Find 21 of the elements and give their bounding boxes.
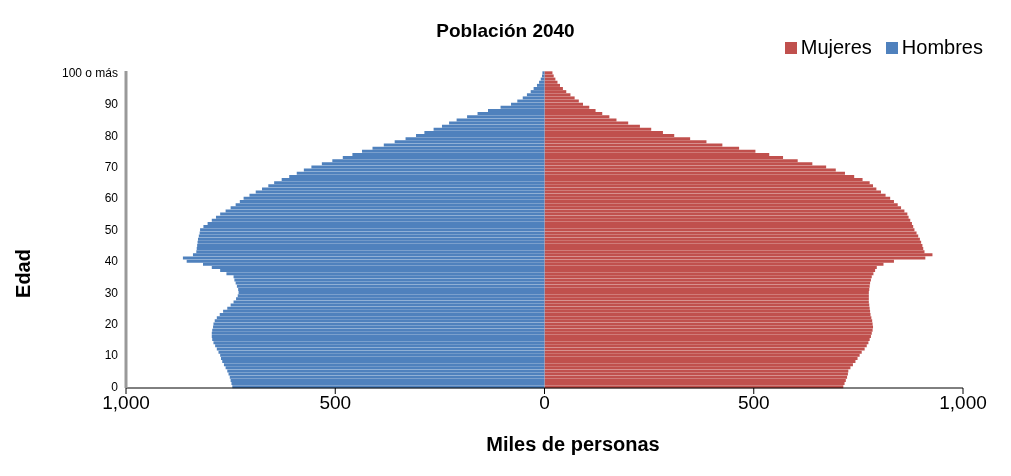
y-tick-label: 40 — [104, 254, 119, 269]
x-tick-label: 1,000 — [102, 392, 150, 414]
y-tick-label: 70 — [104, 159, 119, 174]
y-axis-title: Edad — [11, 248, 35, 298]
legend-label: Hombres — [900, 36, 983, 59]
legend-label: Mujeres — [799, 36, 872, 59]
x-tick-label: 1,000 — [939, 392, 987, 414]
chart-title: Población 2040 — [436, 20, 575, 41]
y-tick-label: 10 — [104, 348, 119, 363]
y-tick-label: 0 — [111, 379, 119, 394]
x-tick-label: 0 — [539, 392, 550, 414]
y-tick-label: 90 — [104, 97, 119, 112]
y-tick-label: 100 o más — [61, 65, 118, 80]
y-tick-label: 30 — [104, 285, 119, 300]
x-axis-title: Miles de personas — [485, 433, 661, 456]
x-tick-label: 500 — [319, 392, 352, 414]
x-tick-label: 500 — [737, 392, 770, 414]
y-tick-label: 50 — [104, 222, 119, 237]
y-tick-label: 20 — [104, 316, 119, 331]
y-tick-label: 80 — [104, 128, 119, 143]
y-tick-label: 60 — [104, 191, 119, 206]
